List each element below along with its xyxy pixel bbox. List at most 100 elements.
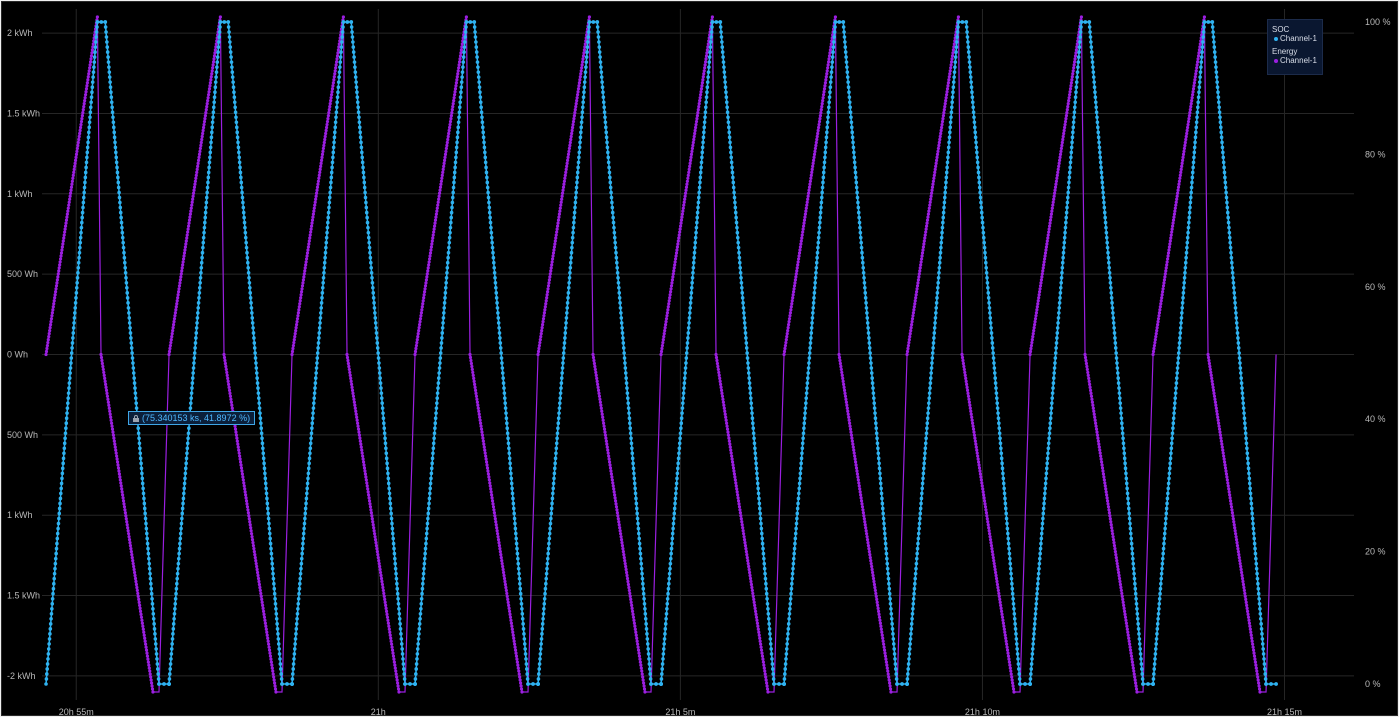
energy-point [564, 167, 568, 171]
soc-point [1100, 180, 1105, 185]
soc-point [784, 652, 789, 656]
soc-point [180, 516, 184, 521]
soc-point [916, 541, 920, 546]
soc-point [93, 50, 97, 54]
energy-point [798, 248, 802, 252]
energy-point [885, 666, 889, 670]
soc-point [563, 336, 567, 340]
soc-point [812, 296, 816, 300]
energy-point [842, 385, 846, 389]
soc-point [562, 346, 566, 350]
soc-point [982, 240, 986, 245]
energy-point [429, 248, 433, 252]
soc-point [204, 205, 208, 210]
soc-point [1034, 596, 1039, 601]
energy-point [331, 81, 335, 85]
soc-point [1167, 476, 1171, 481]
soc-point [338, 60, 343, 64]
soc-point [1194, 120, 1199, 125]
energy-point [1062, 125, 1067, 130]
soc-point [313, 376, 318, 380]
soc-point [549, 516, 553, 521]
soc-point [1247, 476, 1252, 481]
soc-point [355, 95, 360, 100]
energy-point [1045, 239, 1049, 243]
energy-point [1241, 582, 1246, 587]
energy-point [864, 529, 868, 533]
energy-point [559, 203, 563, 207]
soc-point [46, 647, 51, 651]
energy-point [828, 51, 832, 55]
soc-point [356, 105, 360, 110]
soc-point [424, 536, 429, 541]
energy-point [782, 349, 787, 354]
energy-point [1251, 645, 1255, 649]
y-right-tick-label: 100 % [1365, 17, 1391, 27]
energy-point [1182, 149, 1186, 154]
soc-point [212, 100, 216, 105]
soc-point [582, 90, 586, 95]
soc-point [107, 70, 112, 74]
energy-point [111, 430, 115, 434]
soc-point [171, 632, 175, 636]
soc-point [1050, 391, 1055, 395]
energy-point [1208, 367, 1212, 372]
soc-point [116, 185, 121, 190]
soc-point [273, 596, 277, 601]
energy-point [663, 329, 667, 333]
soc-point [809, 326, 814, 330]
energy-point [1254, 663, 1258, 667]
soc-point [1074, 90, 1078, 95]
energy-point [1008, 663, 1012, 667]
soc-point [451, 190, 455, 195]
soc-point [864, 306, 869, 310]
soc-point [814, 270, 818, 275]
energy-point [1188, 111, 1192, 115]
energy-point [803, 215, 807, 219]
energy-point [1054, 182, 1058, 186]
soc-point [237, 155, 242, 160]
soc-point [321, 280, 325, 285]
soc-point [863, 286, 867, 290]
energy-point [690, 146, 695, 151]
energy-point [617, 520, 621, 524]
energy-point [944, 93, 949, 97]
energy-point [1005, 648, 1010, 652]
energy-point [909, 323, 914, 327]
energy-point [419, 311, 424, 315]
soc-point [878, 476, 883, 481]
soc-point [419, 601, 424, 606]
soc-point [992, 366, 997, 370]
energy-point [391, 651, 395, 655]
energy-point [921, 245, 926, 249]
soc-point [440, 326, 445, 330]
soc-point [1127, 511, 1131, 516]
soc-point [688, 306, 693, 310]
soc-point [1260, 642, 1265, 646]
energy-point [1206, 352, 1210, 357]
soc-point [865, 311, 869, 315]
soc-point [941, 220, 945, 225]
energy-point [325, 122, 329, 127]
energy-point [319, 158, 324, 162]
energy-point [248, 523, 252, 527]
energy-point [357, 433, 362, 437]
soc-point [1200, 50, 1204, 54]
soc-point [801, 436, 805, 441]
soc-point [911, 596, 916, 601]
soc-point [1174, 381, 1179, 385]
soc-point [1214, 75, 1219, 79]
soc-point [932, 326, 937, 330]
soc-point [1261, 652, 1266, 656]
soc-point [934, 306, 939, 310]
soc-point [1246, 461, 1250, 466]
soc-point [731, 180, 736, 185]
energy-point [207, 87, 212, 91]
soc-point [476, 65, 480, 69]
soc-point [414, 662, 419, 666]
soc-point [645, 637, 650, 641]
energy-point [396, 687, 401, 691]
soc-point [1108, 275, 1112, 280]
soc-point [631, 461, 635, 466]
